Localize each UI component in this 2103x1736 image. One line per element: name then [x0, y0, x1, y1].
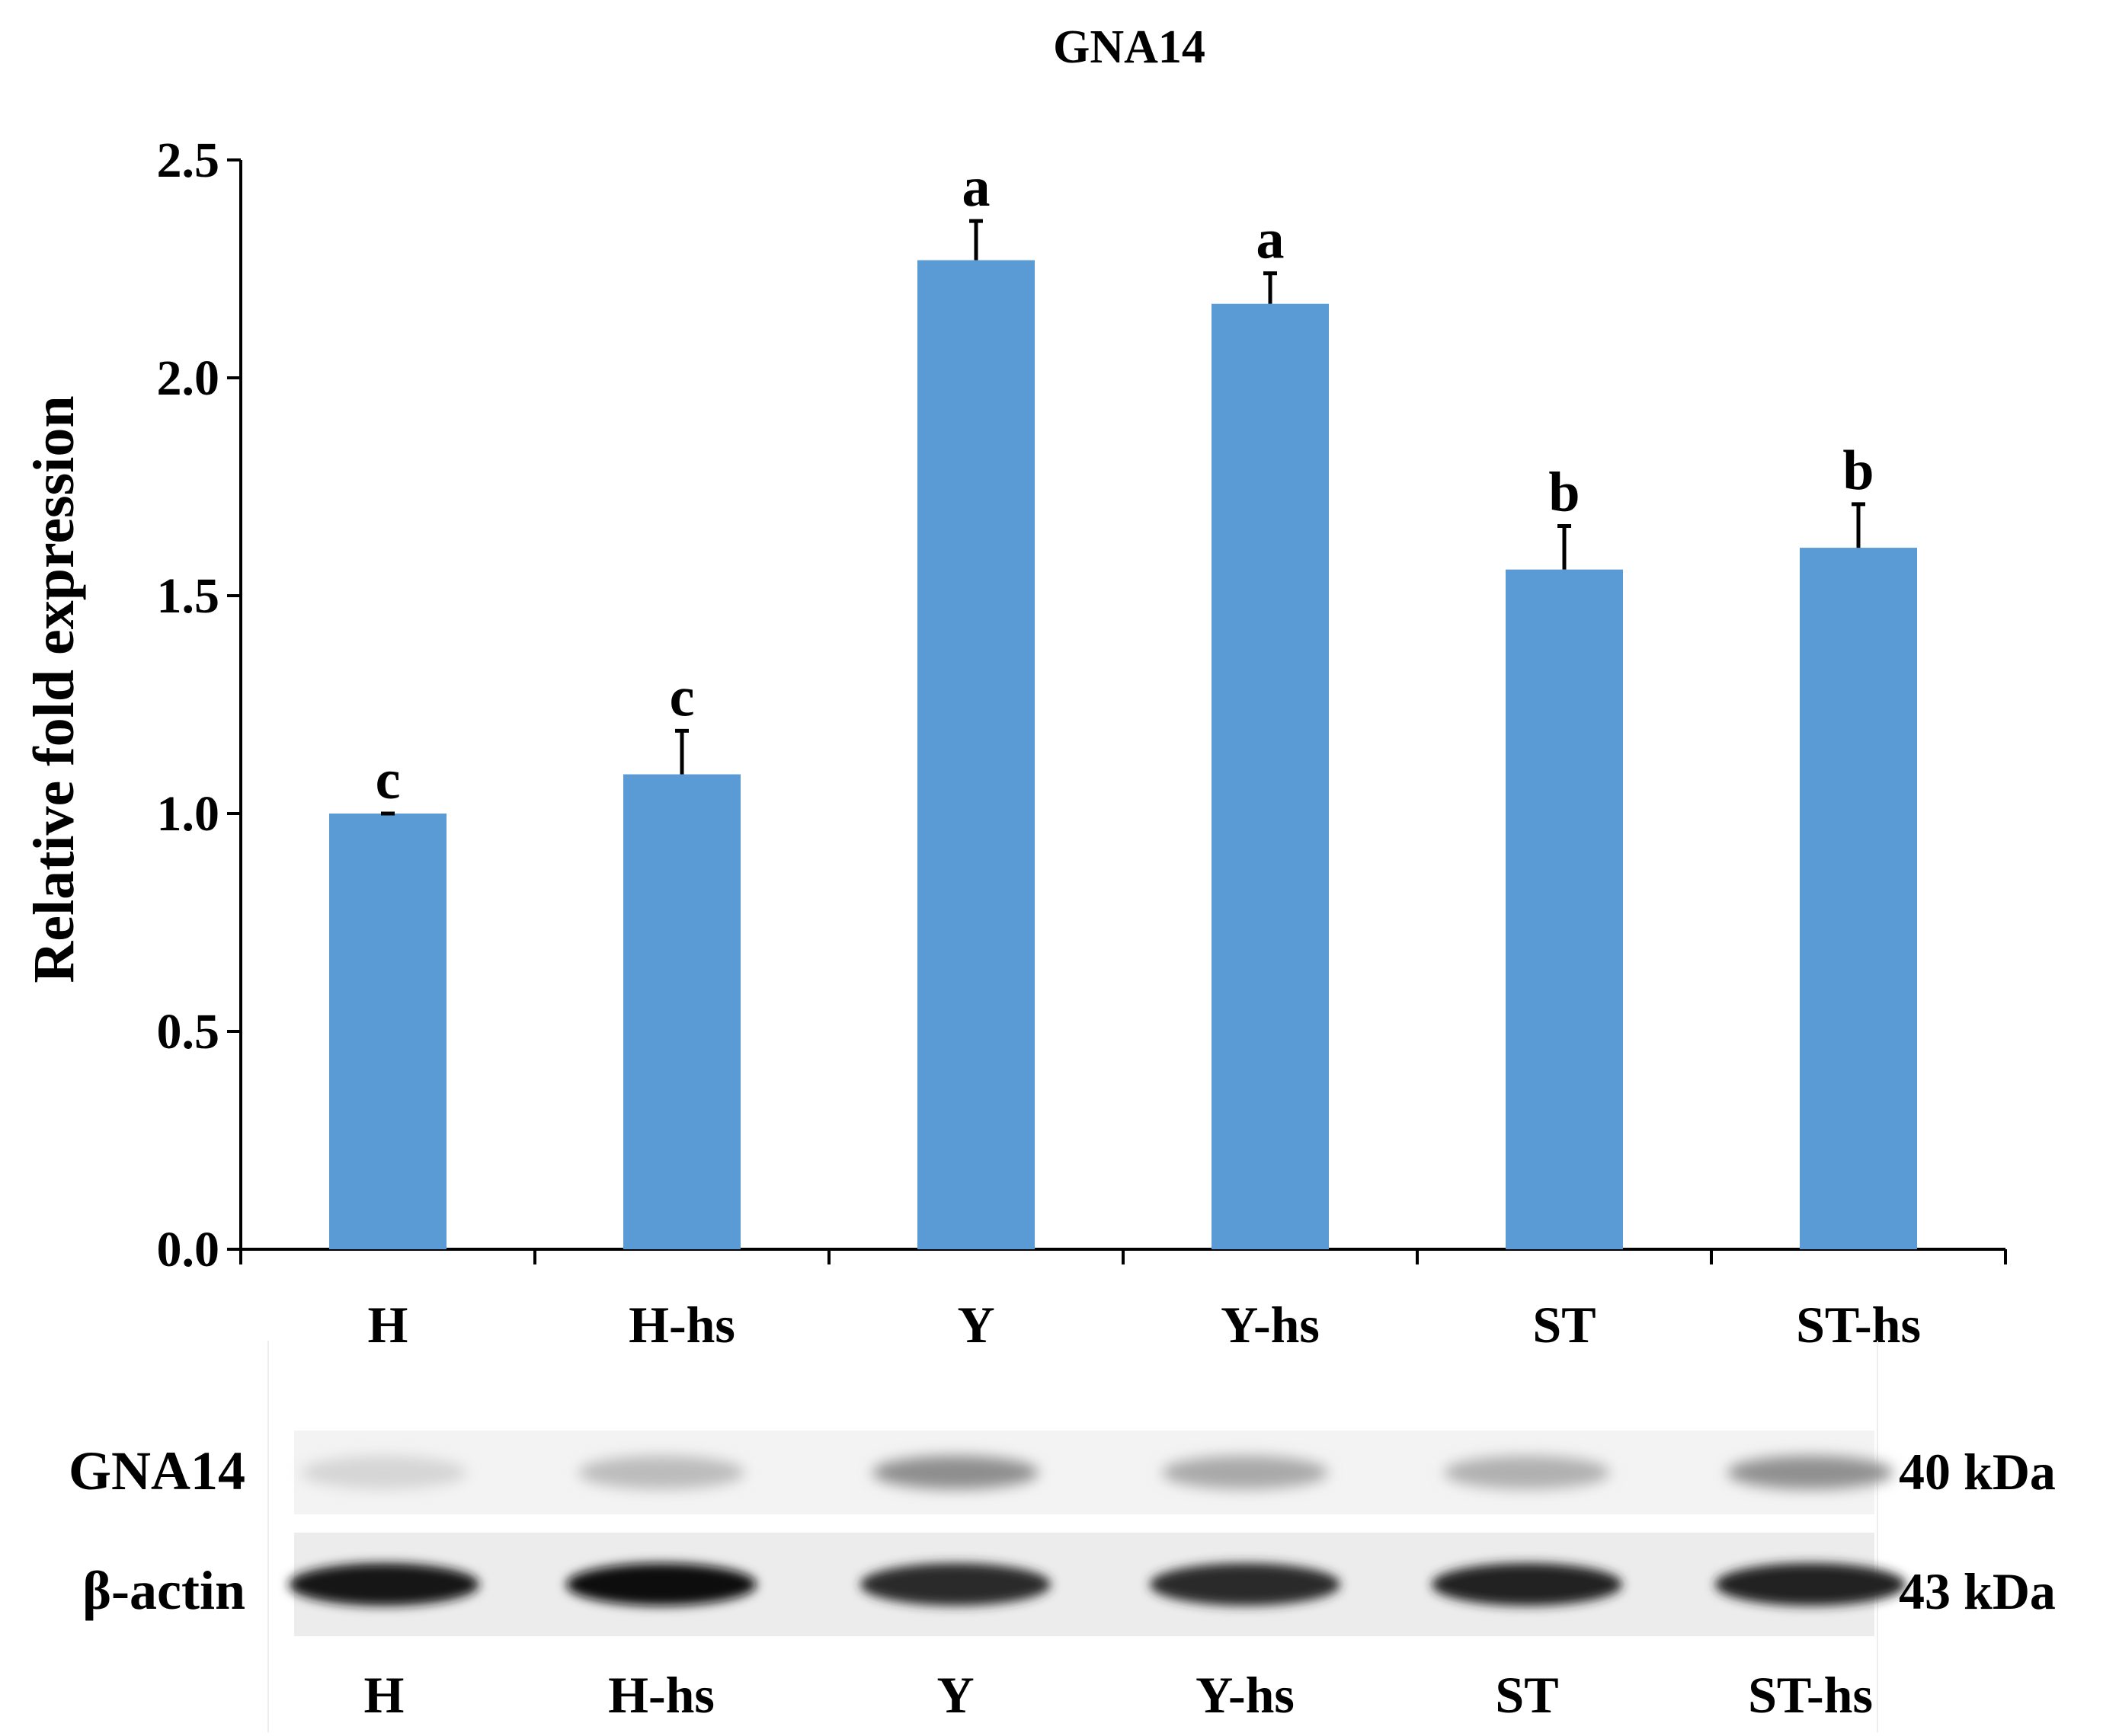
blot-lane-label: Y-hs	[1196, 1666, 1295, 1724]
x-tick-label: H-hs	[629, 1296, 735, 1354]
significance-letter: a	[962, 156, 991, 219]
significance-letter: c	[376, 749, 401, 811]
blot-band	[1727, 1456, 1893, 1489]
y-tick-label: 0.0	[157, 1222, 220, 1277]
significance-letter: b	[1842, 440, 1874, 502]
y-tick-label: 2.0	[157, 350, 220, 406]
y-axis-label: Relative fold expression	[22, 395, 86, 983]
blot-lane-label: ST	[1495, 1666, 1558, 1724]
significance-letter: a	[1256, 209, 1285, 271]
blot-strip-beta-actin	[294, 1533, 1874, 1636]
blot-band	[872, 1456, 1039, 1489]
blot-band	[578, 1456, 744, 1489]
blot-size-gna14: 40 kDa	[1899, 1443, 2056, 1501]
x-tick-label: ST	[1532, 1296, 1596, 1354]
blot-lane-label: Y	[936, 1666, 974, 1724]
x-tick-label: Y-hs	[1221, 1296, 1320, 1354]
bar-Y	[917, 260, 1035, 1249]
blot-row-label-beta-actin: β-actin	[82, 1560, 245, 1621]
x-tick-label: Y	[957, 1296, 994, 1354]
y-tick-label: 1.0	[157, 786, 220, 842]
y-tick-label: 0.5	[157, 1004, 220, 1060]
bar-H	[329, 814, 447, 1249]
blot-lane-label: H	[364, 1666, 405, 1724]
significance-letter: c	[670, 666, 695, 728]
blot-band	[1444, 1456, 1610, 1489]
bar-H-hs	[623, 774, 741, 1249]
y-tick-label: 2.5	[157, 133, 220, 188]
bar-ST-hs	[1800, 548, 1917, 1249]
blot-strip-gna14	[294, 1431, 1874, 1514]
blot-band	[566, 1563, 757, 1606]
bar-Y-hs	[1212, 303, 1329, 1249]
blot-band	[1150, 1563, 1340, 1606]
blot-band	[1432, 1563, 1622, 1606]
blot-size-beta-actin: 43 kDa	[1899, 1562, 2056, 1620]
x-tick-label: H	[368, 1296, 408, 1354]
blot-band	[289, 1563, 479, 1606]
x-tick-label: ST-hs	[1796, 1296, 1921, 1354]
blot-row-label-gna14: GNA14	[69, 1440, 245, 1501]
blot-band	[301, 1456, 467, 1489]
blot-band	[1715, 1563, 1906, 1606]
bar-ST	[1506, 569, 1623, 1249]
blot-band	[1162, 1456, 1328, 1489]
chart-title: GNA14	[1053, 21, 1205, 73]
significance-letter: b	[1548, 461, 1580, 523]
blot-lane-label: ST-hs	[1748, 1666, 1873, 1724]
blot-lane-label: H-hs	[608, 1666, 715, 1724]
blot-band	[860, 1563, 1051, 1606]
y-tick-label: 1.5	[157, 568, 220, 624]
